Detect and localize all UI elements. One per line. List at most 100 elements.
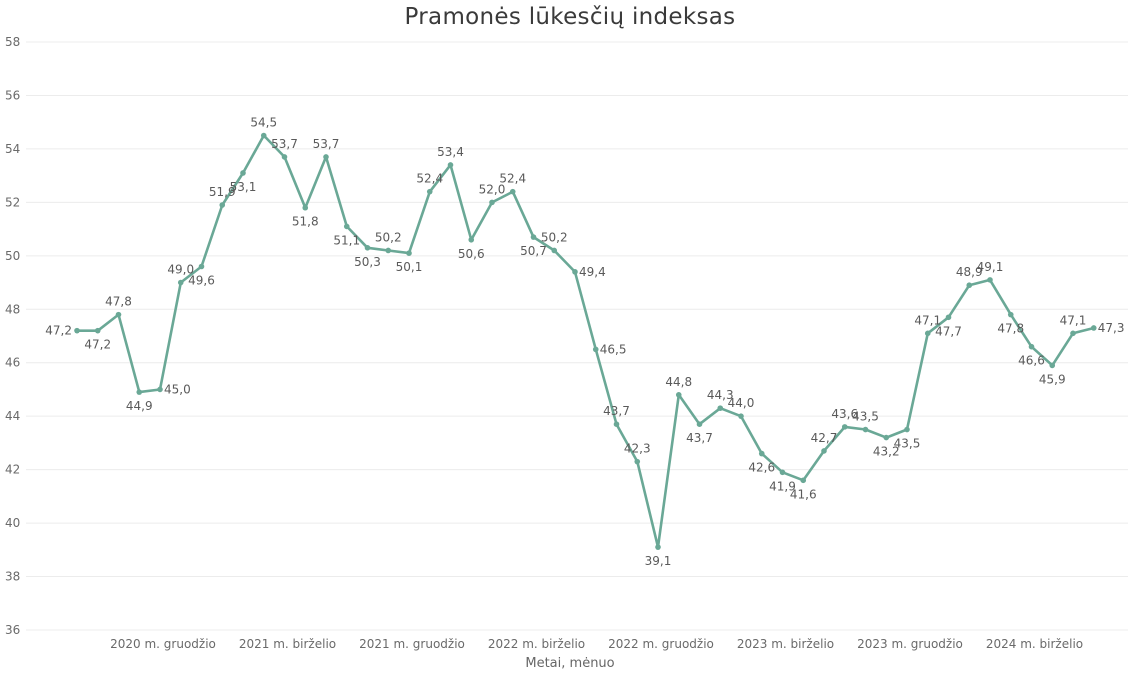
data-label: 43,5 xyxy=(852,410,879,424)
data-point xyxy=(696,421,703,428)
data-label: 47,2 xyxy=(84,338,111,352)
data-label: 49,0 xyxy=(167,263,194,277)
data-label: 51,8 xyxy=(292,215,319,229)
data-point xyxy=(592,346,599,353)
data-label: 47,7 xyxy=(935,324,962,338)
data-point xyxy=(551,247,558,254)
data-label: 43,7 xyxy=(686,431,713,445)
data-point xyxy=(406,250,412,256)
data-label: 53,7 xyxy=(271,137,298,151)
data-point xyxy=(800,477,807,484)
data-label: 42,6 xyxy=(748,461,775,475)
data-point xyxy=(177,279,184,286)
data-point xyxy=(240,170,246,176)
y-tick-label: 36 xyxy=(5,623,20,637)
data-point xyxy=(385,247,392,254)
data-point xyxy=(1007,311,1014,318)
data-label: 52,4 xyxy=(416,172,443,186)
data-point xyxy=(655,544,661,550)
data-point xyxy=(675,392,682,398)
data-point xyxy=(509,188,516,195)
data-label: 44,8 xyxy=(665,375,692,389)
data-label: 54,5 xyxy=(250,116,277,130)
data-label: 50,2 xyxy=(375,230,402,244)
data-point xyxy=(945,314,952,321)
x-tick-label: 2022 m. gruodžio xyxy=(608,637,714,651)
y-tick-label: 44 xyxy=(5,409,20,423)
data-label: 50,2 xyxy=(541,230,568,244)
data-point xyxy=(738,413,744,419)
data-label: 48,9 xyxy=(956,265,983,279)
data-label: 43,7 xyxy=(603,404,630,418)
data-label: 46,5 xyxy=(600,342,627,356)
x-tick-label: 2020 m. gruodžio xyxy=(110,637,216,651)
data-label: 50,6 xyxy=(458,247,485,261)
data-point xyxy=(966,282,973,289)
data-point xyxy=(572,269,578,275)
data-point xyxy=(94,327,101,334)
data-label: 49,6 xyxy=(188,274,215,288)
y-tick-label: 40 xyxy=(5,516,20,530)
data-label: 46,6 xyxy=(1018,354,1045,368)
data-label: 52,0 xyxy=(479,182,506,196)
data-label: 43,2 xyxy=(873,445,900,459)
data-label: 43,6 xyxy=(831,407,858,421)
y-tick-label: 52 xyxy=(5,195,20,209)
data-label: 41,6 xyxy=(790,487,817,501)
y-tick-label: 50 xyxy=(5,249,20,263)
y-tick-label: 58 xyxy=(5,35,20,49)
x-tick-label: 2023 m. birželio xyxy=(737,637,834,651)
data-point xyxy=(530,234,537,240)
chart-title: Pramonės lūkesčių indeksas xyxy=(404,4,736,30)
data-point xyxy=(613,421,620,428)
data-point xyxy=(343,223,350,230)
data-point xyxy=(447,162,454,168)
data-point xyxy=(883,434,890,441)
data-label: 51,9 xyxy=(209,185,236,199)
y-tick-label: 38 xyxy=(5,570,20,584)
data-point xyxy=(281,154,288,160)
data-label: 53,1 xyxy=(230,180,257,194)
data-point xyxy=(821,448,827,454)
x-axis-label: Metai, mėnuo xyxy=(525,656,615,671)
data-point xyxy=(904,426,910,433)
data-point xyxy=(74,327,80,334)
data-label: 51,1 xyxy=(333,233,360,247)
data-label: 47,1 xyxy=(914,313,941,327)
data-label: 53,7 xyxy=(313,137,340,151)
data-label: 47,3 xyxy=(1098,321,1125,335)
data-label: 44,0 xyxy=(728,396,755,410)
data-point xyxy=(924,330,931,337)
x-tick-label: 2021 m. gruodžio xyxy=(359,637,465,651)
data-point xyxy=(758,450,765,457)
data-label: 47,8 xyxy=(105,295,132,309)
data-point xyxy=(468,236,475,243)
x-tick-label: 2024 m. birželio xyxy=(986,637,1083,651)
data-label: 45,9 xyxy=(1039,372,1066,386)
data-point xyxy=(1049,362,1056,369)
data-label: 50,7 xyxy=(520,244,547,258)
data-point xyxy=(717,405,724,411)
series-line xyxy=(75,134,1096,549)
data-point xyxy=(779,469,786,476)
data-label: 44,3 xyxy=(707,388,734,402)
data-point xyxy=(987,277,993,283)
x-tick-label: 2022 m. birželio xyxy=(488,637,585,651)
data-point xyxy=(136,389,143,395)
data-label: 43,5 xyxy=(894,437,921,451)
data-label: 49,1 xyxy=(977,260,1004,274)
data-label: 49,4 xyxy=(579,265,606,279)
data-label: 52,4 xyxy=(499,172,526,186)
data-label: 42,7 xyxy=(811,431,838,445)
data-label: 50,3 xyxy=(354,255,381,269)
data-label: 42,3 xyxy=(624,442,651,456)
data-point xyxy=(260,132,267,139)
data-point xyxy=(302,204,309,211)
data-label: 39,1 xyxy=(645,554,672,568)
data-point xyxy=(841,424,848,430)
data-point xyxy=(219,202,226,208)
y-tick-label: 46 xyxy=(5,356,20,370)
data-label: 47,2 xyxy=(45,324,72,338)
